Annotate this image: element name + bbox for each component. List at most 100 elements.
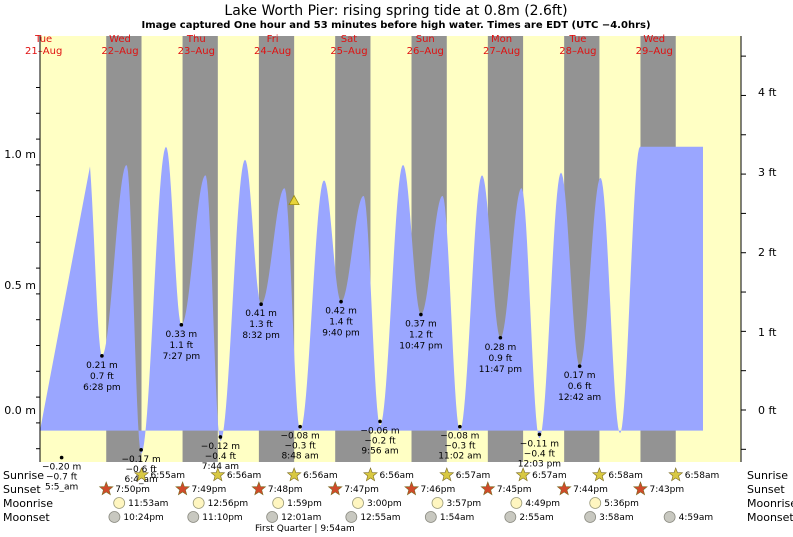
sunset-time: 7:43pm bbox=[649, 485, 684, 495]
moonrise-time: 4:49pm bbox=[525, 499, 560, 509]
low-tide-point bbox=[378, 419, 382, 424]
sunrise-time: 6:58am bbox=[608, 471, 643, 481]
low-tide-point bbox=[139, 448, 143, 452]
tide-point bbox=[259, 302, 263, 307]
moonset-icon bbox=[187, 511, 200, 523]
sunrise-icon bbox=[133, 467, 150, 482]
low-tide-height-m: −0.17 m bbox=[122, 455, 161, 465]
low-tide-height-m: −0.12 m bbox=[201, 442, 240, 452]
moonset-time: 4:59am bbox=[679, 513, 714, 523]
low-tide-time: 11:02 am bbox=[438, 452, 481, 462]
day-date: 25–Aug bbox=[330, 46, 367, 57]
moonset-time: 1:54am bbox=[440, 513, 475, 523]
day-name: Sat bbox=[341, 34, 357, 45]
day-name: Sun bbox=[416, 34, 435, 45]
tide-labels: 0.21 m0.7 ft6:28 pm 0.33 m1.1 ft7:27 pm 0.… bbox=[42, 194, 601, 493]
moonset-icon bbox=[108, 511, 121, 523]
sunset-icon bbox=[404, 481, 420, 496]
sunrise-time: 6:57am bbox=[456, 471, 491, 481]
tide-time: 10:47 pm bbox=[399, 342, 442, 352]
sunrise-time: 6:57am bbox=[532, 471, 567, 481]
row-label-right-moonrise: Moonrise bbox=[747, 497, 793, 510]
sunrise-time: 6:56am bbox=[227, 471, 262, 481]
moonset-icon bbox=[584, 511, 597, 523]
right-tick-label: 0 ft bbox=[758, 404, 777, 417]
tide-time: 9:40 pm bbox=[322, 329, 360, 339]
day-name: Thu bbox=[186, 34, 206, 45]
day-name: Wed bbox=[643, 34, 665, 45]
sunset-time: 7:50pm bbox=[115, 485, 150, 495]
right-tick-label: 4 ft bbox=[758, 86, 777, 99]
sunset-icon bbox=[98, 481, 114, 496]
low-tide-height-m: −0.20 m bbox=[42, 463, 81, 473]
right-tick-label: 2 ft bbox=[758, 246, 777, 259]
sunrise-time: 6:56am bbox=[379, 471, 414, 481]
moonset-icon bbox=[345, 511, 358, 523]
low-tide-height-m: −0.06 m bbox=[360, 426, 399, 436]
low-tide-time: 8:48 am bbox=[281, 452, 318, 462]
day-date: 29–Aug bbox=[636, 46, 673, 57]
left-tick-label: 1.0 m bbox=[4, 148, 36, 161]
day-name: Tue bbox=[568, 34, 586, 45]
tide-time: 12:42 am bbox=[558, 393, 601, 403]
moonrise-time: 1:59pm bbox=[287, 499, 322, 509]
sunset-time: 7:47pm bbox=[344, 485, 379, 495]
moonset-icon bbox=[504, 511, 517, 523]
low-tide-time: 9:56 am bbox=[361, 446, 398, 456]
sunset-icon bbox=[175, 481, 191, 496]
low-tide-time: 12:03 pm bbox=[518, 459, 561, 469]
left-tick-label: 0.5 m bbox=[4, 279, 36, 292]
moonrise-icon bbox=[510, 497, 523, 509]
row-label-moonset: Moonset bbox=[3, 511, 50, 524]
moonset-icon bbox=[663, 511, 676, 523]
tide-time: 8:32 pm bbox=[242, 331, 280, 341]
moonset-time: 10:24pm bbox=[123, 513, 163, 523]
day-date: 24–Aug bbox=[254, 46, 291, 57]
low-tide-height-m: −0.11 m bbox=[520, 439, 559, 449]
row-label-right-sunrise: Sunrise bbox=[747, 469, 788, 482]
day-date: 27–Aug bbox=[483, 46, 520, 57]
tide-height-m: 0.28 m bbox=[485, 343, 517, 353]
sunrise-icon bbox=[668, 467, 684, 482]
day-date: 23–Aug bbox=[178, 46, 215, 57]
tide-height-m: 0.42 m bbox=[325, 307, 357, 317]
row-label-sunset: Sunset bbox=[3, 483, 41, 496]
tide-height-ft: 0.7 ft bbox=[90, 372, 114, 382]
tide-time: 6:28 pm bbox=[83, 383, 121, 393]
moonrise-icon bbox=[113, 497, 126, 509]
day-name: Tue bbox=[34, 34, 52, 45]
low-tide-height-ft: −0.7 ft bbox=[46, 473, 78, 483]
sunrise-icon bbox=[286, 467, 302, 482]
day-date: 26–Aug bbox=[407, 46, 444, 57]
low-tide-time: 5:5_am bbox=[45, 483, 78, 493]
chart-subtitle: Image captured One hour and 53 minutes b… bbox=[141, 20, 650, 31]
moonrise-icon bbox=[272, 497, 285, 509]
tide-area bbox=[40, 146, 703, 454]
moonrise-icon bbox=[192, 497, 205, 509]
moonrise-icon bbox=[589, 497, 602, 509]
tide-time: 7:27 pm bbox=[163, 352, 201, 362]
moonset-icon bbox=[266, 511, 279, 523]
row-label-moonrise: Moonrise bbox=[3, 497, 53, 510]
day-date: 22–Aug bbox=[101, 46, 138, 57]
sunrise-time: 6:56am bbox=[303, 471, 338, 481]
tide-height-ft: 0.9 ft bbox=[489, 354, 513, 364]
tide-height-m: 0.33 m bbox=[166, 330, 198, 340]
moonset-time: 12:55am bbox=[360, 513, 400, 523]
left-tick-label: 0.0 m bbox=[4, 404, 36, 417]
moon-phase-label: First Quarter | 9:54am bbox=[255, 524, 355, 534]
current-level-marker bbox=[288, 194, 300, 206]
low-tide-point bbox=[218, 435, 223, 439]
tide-height-m: 0.21 m bbox=[86, 361, 118, 371]
sunset-icon bbox=[480, 481, 496, 496]
sunset-time: 7:44pm bbox=[573, 485, 608, 495]
low-tide-height-ft: −0.3 ft bbox=[284, 442, 316, 452]
moonrise-time: 5:36pm bbox=[604, 499, 639, 509]
row-label-right-moonset: Moonset bbox=[747, 511, 793, 524]
day-name: Mon bbox=[491, 34, 512, 45]
tide-height-m: 0.41 m bbox=[245, 309, 277, 319]
moonrise-time: 3:00pm bbox=[367, 499, 402, 509]
row-label-sunrise: Sunrise bbox=[3, 469, 44, 482]
moonset-time: 11:10pm bbox=[202, 513, 242, 523]
